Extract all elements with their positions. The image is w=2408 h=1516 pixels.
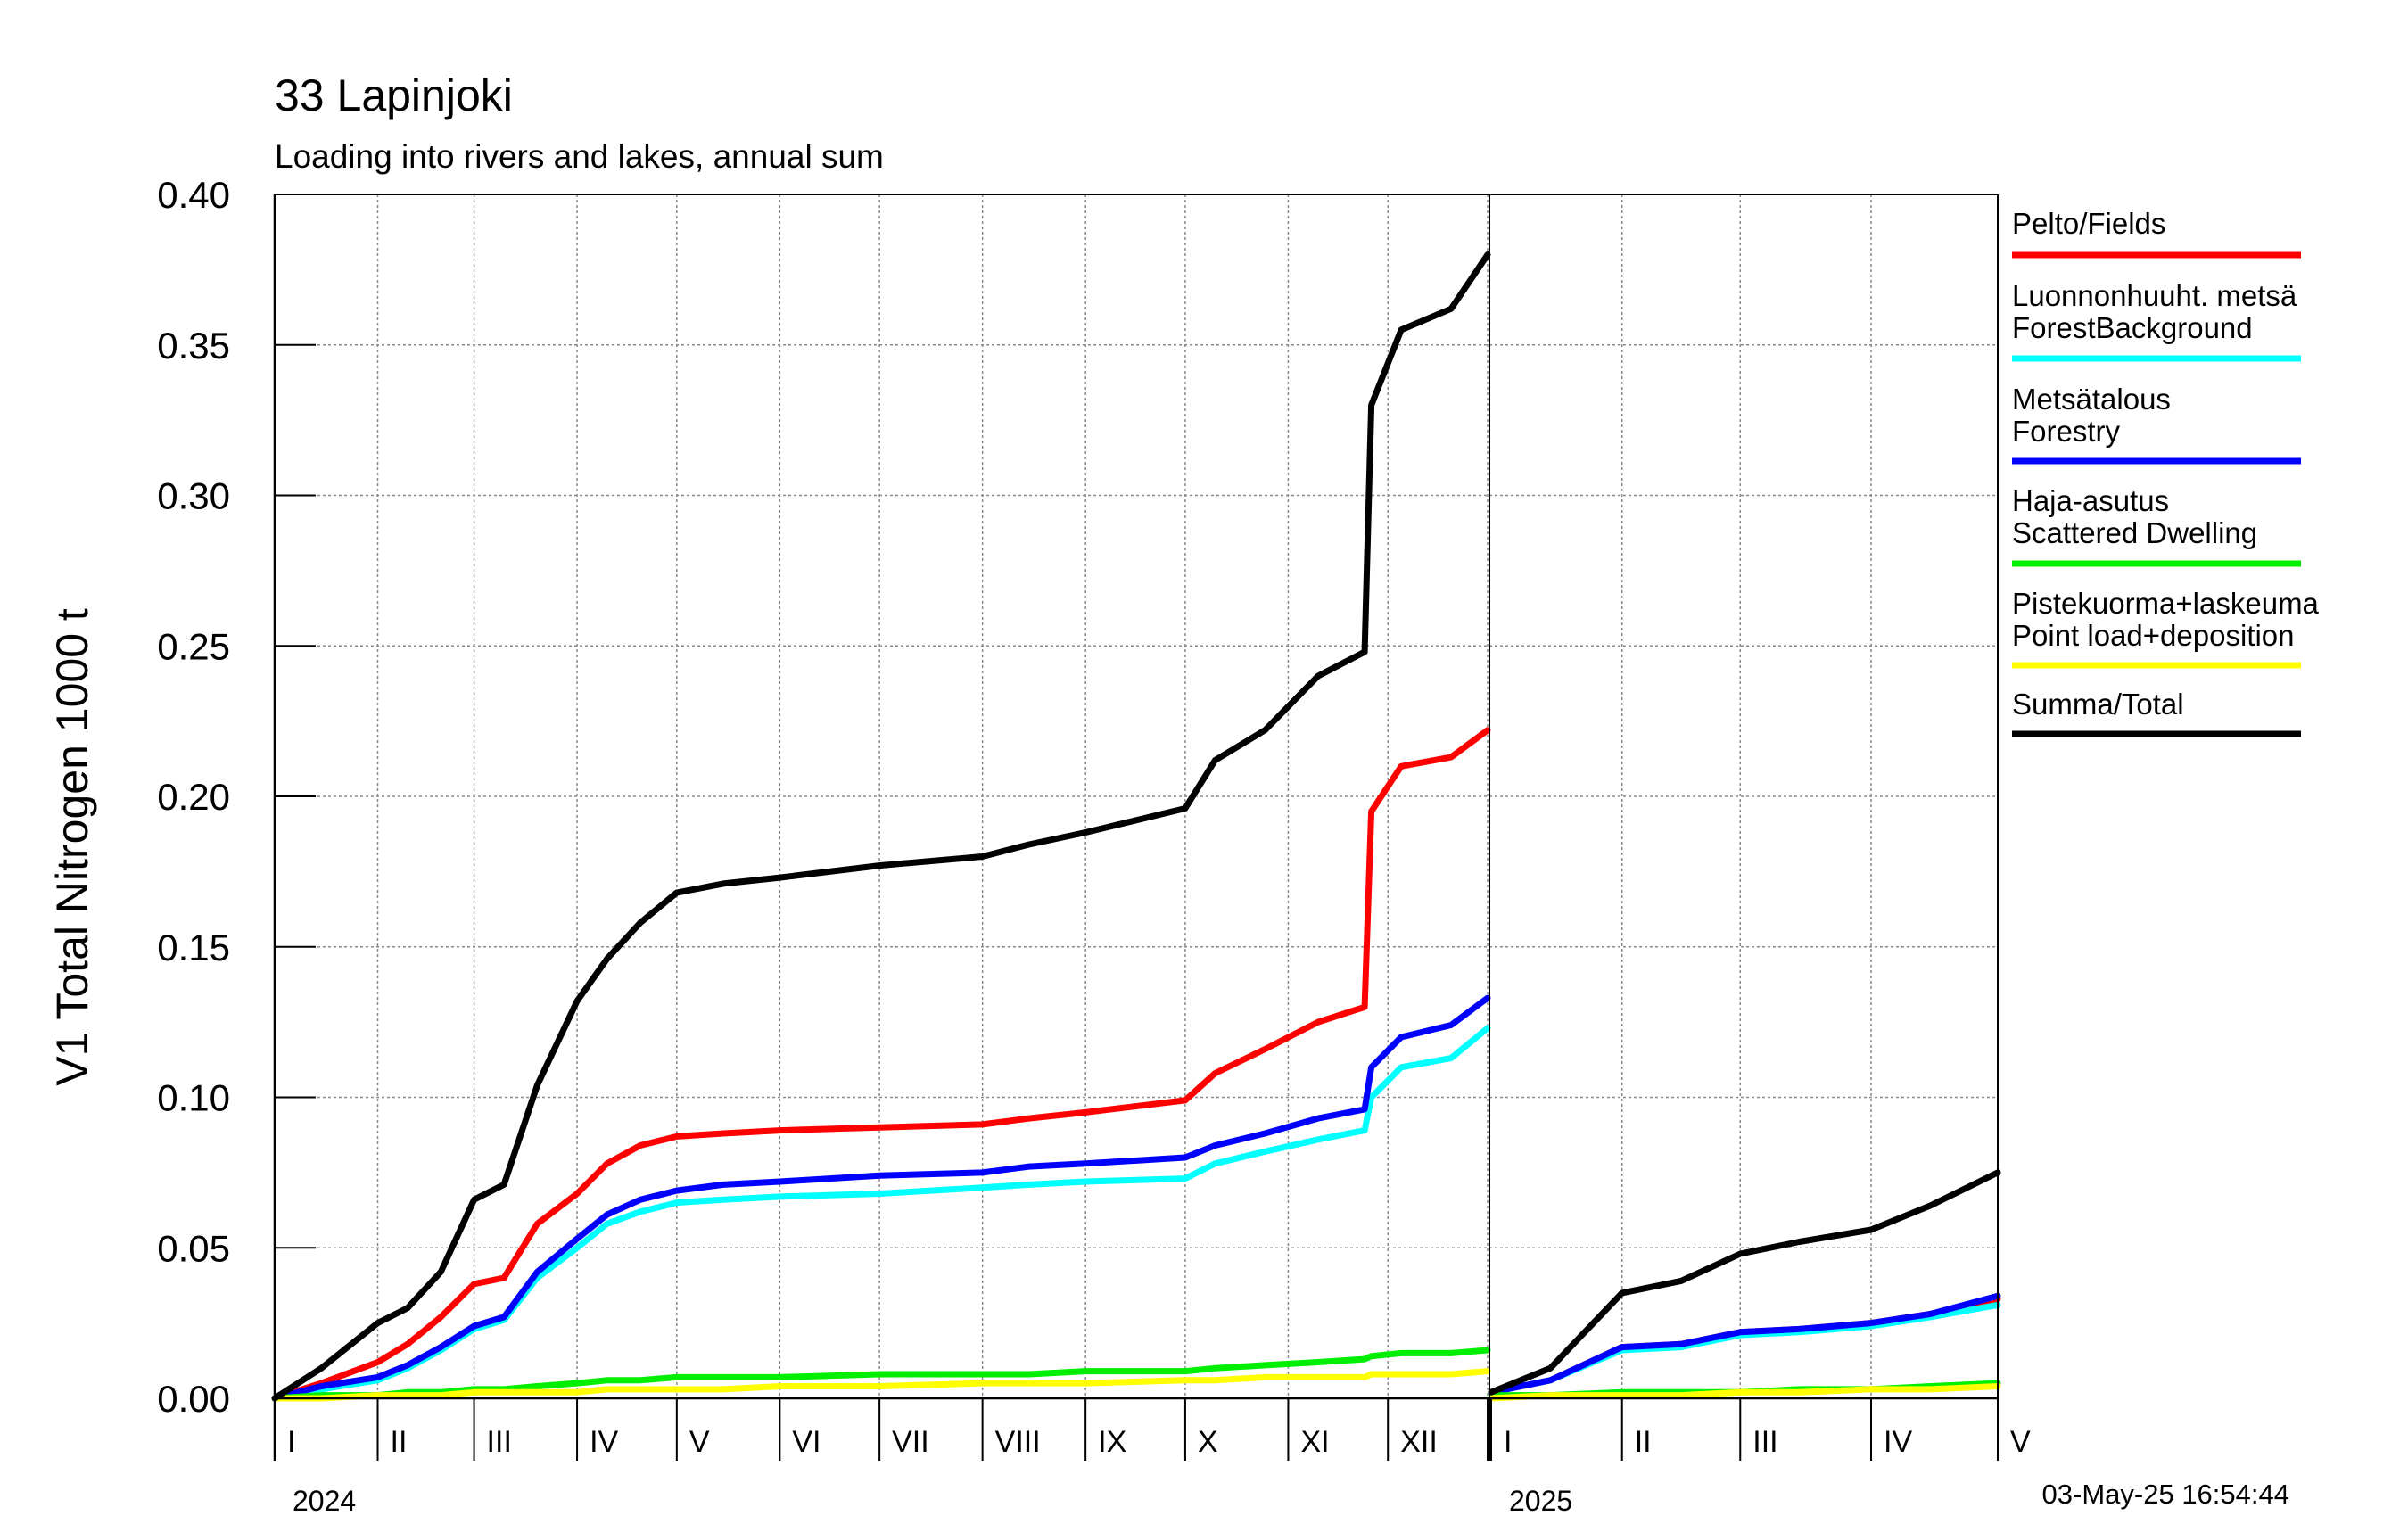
month-label: I	[287, 1425, 295, 1459]
series-line-pelto-fields	[271, 727, 1491, 1402]
timestamp: 03-May-25 16:54:44	[2042, 1479, 2289, 1510]
y-axis-label: V1 Total Nitrogen 1000 t	[47, 608, 97, 1086]
month-label: IX	[1098, 1425, 1126, 1459]
y-tick-label: 0.00	[157, 1378, 230, 1420]
y-tick-label: 0.40	[157, 174, 230, 216]
legend-label: Scattered Dwelling	[2012, 516, 2257, 549]
year-label: 2025	[1509, 1485, 1572, 1516]
axes: 0.000.050.100.150.200.250.300.350.40I II I…	[157, 174, 2031, 1516]
legend-label: ForestBackground	[2012, 311, 2253, 344]
series-line-luonnonhuuht-mets-forestbackground	[271, 1025, 1491, 1402]
series-line-mets-talous-forestry	[271, 994, 1491, 1402]
month-label: VIII	[995, 1425, 1041, 1459]
series-line-pistekuorma-laskeuma-point-load-deposition	[271, 1368, 1491, 1402]
chart-subtitle: Loading into rivers and lakes, annual su…	[275, 138, 884, 175]
legend-label: Metsätalous	[2012, 383, 2171, 416]
y-tick-label: 0.10	[157, 1077, 230, 1119]
y-tick-label: 0.20	[157, 776, 230, 818]
legend: Pelto/Fields Luonnonhuuht. metsäForestBac…	[2012, 207, 2320, 737]
series-line-summa-total	[271, 251, 1491, 1402]
legend-label: Pelto/Fields	[2012, 207, 2165, 240]
month-label: VI	[792, 1425, 821, 1459]
y-tick-label: 0.15	[157, 927, 230, 968]
legend-label: Forestry	[2012, 415, 2121, 448]
month-label: V	[689, 1425, 710, 1459]
series-line-mets-talous-forestry	[1488, 1292, 2001, 1396]
month-label: IV	[1884, 1425, 1912, 1459]
series-line-summa-total	[1488, 1169, 2001, 1396]
legend-label: Point load+deposition	[2012, 619, 2295, 652]
y-tick-label: 0.35	[157, 325, 230, 367]
grid	[275, 194, 1999, 1399]
series-layer	[271, 251, 2001, 1402]
month-label: IV	[590, 1425, 618, 1459]
month-label: V	[2010, 1425, 2031, 1459]
legend-label: Haja-asutus	[2012, 484, 2169, 517]
year-label: 2024	[293, 1485, 356, 1516]
month-label: XI	[1300, 1425, 1329, 1459]
month-label: I	[1504, 1425, 1512, 1459]
y-tick-label: 0.30	[157, 475, 230, 517]
month-label: XII	[1400, 1425, 1438, 1459]
month-label: II	[1635, 1425, 1652, 1459]
month-label: II	[391, 1425, 408, 1459]
legend-label: Luonnonhuuht. metsä	[2012, 279, 2297, 312]
chart-title: 33 Lapinjoki	[275, 70, 513, 120]
legend-label: Summa/Total	[2012, 688, 2184, 721]
legend-label: Pistekuorma+laskeuma	[2012, 587, 2320, 620]
month-label: III	[487, 1425, 512, 1459]
y-tick-label: 0.25	[157, 625, 230, 667]
month-label: VII	[892, 1425, 929, 1459]
y-tick-label: 0.05	[157, 1227, 230, 1269]
month-label: X	[1198, 1425, 1218, 1459]
series-line-pistekuorma-laskeuma-point-load-deposition	[1488, 1383, 2001, 1402]
month-label: III	[1752, 1425, 1777, 1459]
